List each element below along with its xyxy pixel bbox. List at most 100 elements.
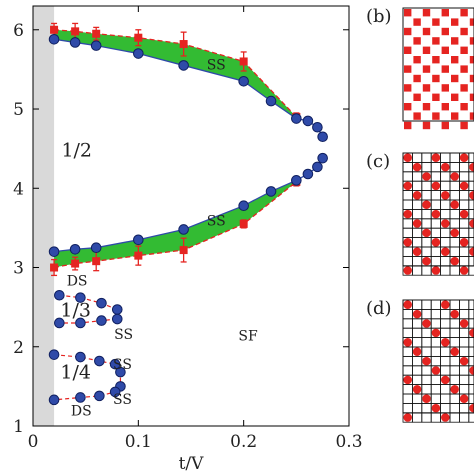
lattice-site — [431, 403, 441, 413]
upper-circle-point — [317, 131, 328, 143]
lattice-site — [432, 74, 440, 83]
lattice-site — [469, 191, 474, 200]
lattice-site — [450, 228, 459, 238]
upper-square-point — [92, 29, 101, 38]
lobe-quarter-circle-point — [48, 349, 60, 360]
lattice-site — [413, 56, 421, 64]
panel-d: (d) — [366, 298, 474, 423]
shaded-band — [33, 6, 55, 426]
lattice-site — [412, 385, 422, 394]
lattice-site — [441, 338, 450, 347]
lattice-site — [450, 172, 459, 181]
lattice-cell — [468, 412, 474, 423]
lattice-site — [469, 328, 474, 338]
lattice-site — [431, 181, 441, 191]
lattice-site — [413, 74, 421, 83]
lattice-site — [403, 209, 412, 219]
lattice-site — [441, 247, 450, 256]
lattice-site — [441, 219, 450, 228]
lattice-site — [404, 103, 412, 111]
lattice-site — [403, 238, 412, 247]
lattice-site — [432, 37, 440, 45]
lattice-site — [469, 112, 474, 120]
lower-square-point — [71, 259, 80, 268]
lattice-site — [451, 112, 459, 120]
lattice-site — [403, 338, 412, 347]
lattice-site — [441, 9, 449, 17]
lattice-border — [402, 152, 474, 267]
upper-circle-point — [238, 75, 249, 87]
panel-b: (b) — [366, 6, 474, 130]
lattice-site — [469, 56, 474, 64]
lower-square-point — [239, 219, 248, 228]
lattice-cell — [411, 412, 423, 423]
lattice-site — [469, 403, 474, 413]
upper-circle-point — [48, 33, 60, 45]
x-tick-label: 0.2 — [230, 432, 257, 452]
lattice-site — [431, 209, 441, 219]
upper-circle-point — [291, 113, 302, 124]
lower-circle-point — [317, 152, 328, 164]
lattice-site — [441, 46, 449, 54]
lattice-cell — [411, 265, 423, 276]
lattice-cell — [421, 265, 432, 276]
lobe-quarter-circle-point — [94, 355, 105, 367]
lattice-site — [432, 112, 440, 120]
lattice-site — [422, 228, 431, 238]
upper-circle-point — [302, 115, 314, 127]
lattice-site — [460, 65, 468, 73]
lattice-site — [413, 18, 421, 26]
lobe-third-circle-point — [96, 315, 107, 326]
y-tick-label: 3 — [13, 259, 24, 279]
lattice-site — [413, 112, 421, 120]
lattice-site — [469, 247, 474, 256]
panel-label: (d) — [366, 298, 392, 319]
lattice-site — [431, 238, 441, 247]
upper-square-point — [50, 25, 59, 34]
lattice-site — [412, 162, 422, 172]
upper-circle-point — [312, 121, 323, 133]
lattice-site — [403, 181, 412, 191]
lattice-site — [451, 18, 459, 26]
lattice-cell — [458, 412, 470, 423]
plot-frame — [32, 5, 350, 427]
lattice-site — [469, 37, 474, 45]
annotation-label: SS — [207, 57, 226, 73]
lower-circle-point — [265, 186, 277, 197]
lattice-site — [412, 347, 422, 356]
lobe-quarter-circle-point — [109, 386, 121, 398]
side-panels: (b) (c) (d) — [366, 6, 474, 423]
lattice-site — [469, 219, 474, 228]
annotation-label: 1/2 — [61, 140, 92, 162]
lattice-site — [404, 84, 412, 92]
lower-circle-point — [312, 161, 323, 173]
lattice-background — [403, 8, 474, 121]
lobe-third-circle-point — [54, 317, 65, 329]
lower-green-region — [54, 180, 297, 268]
lattice-site — [459, 153, 469, 162]
lattice-site — [431, 153, 441, 162]
y-tick-label: 4 — [13, 179, 24, 199]
lattice-site — [459, 209, 469, 219]
upper-square-point — [71, 27, 80, 36]
lattice-cell — [430, 412, 442, 423]
lobe-third-circle-point — [75, 292, 86, 303]
lattice-site — [412, 247, 422, 256]
lattice-site — [459, 238, 469, 247]
lattice-site — [404, 65, 412, 73]
lattice-site — [422, 319, 431, 328]
lattice-site — [441, 375, 450, 385]
annotation-label: SS — [113, 392, 132, 408]
lattice-site — [431, 366, 441, 375]
lattice-site — [451, 93, 459, 101]
lattice-site — [441, 162, 450, 172]
x-axis-label: t/V — [179, 454, 205, 474]
lattice-site — [441, 65, 449, 73]
lattice-site — [422, 84, 431, 92]
lattice-site — [431, 328, 441, 338]
lower-circle-point — [90, 242, 102, 253]
panel-label: (b) — [366, 6, 392, 27]
annotation-label: DS — [67, 274, 88, 290]
lattice-site — [404, 9, 412, 17]
